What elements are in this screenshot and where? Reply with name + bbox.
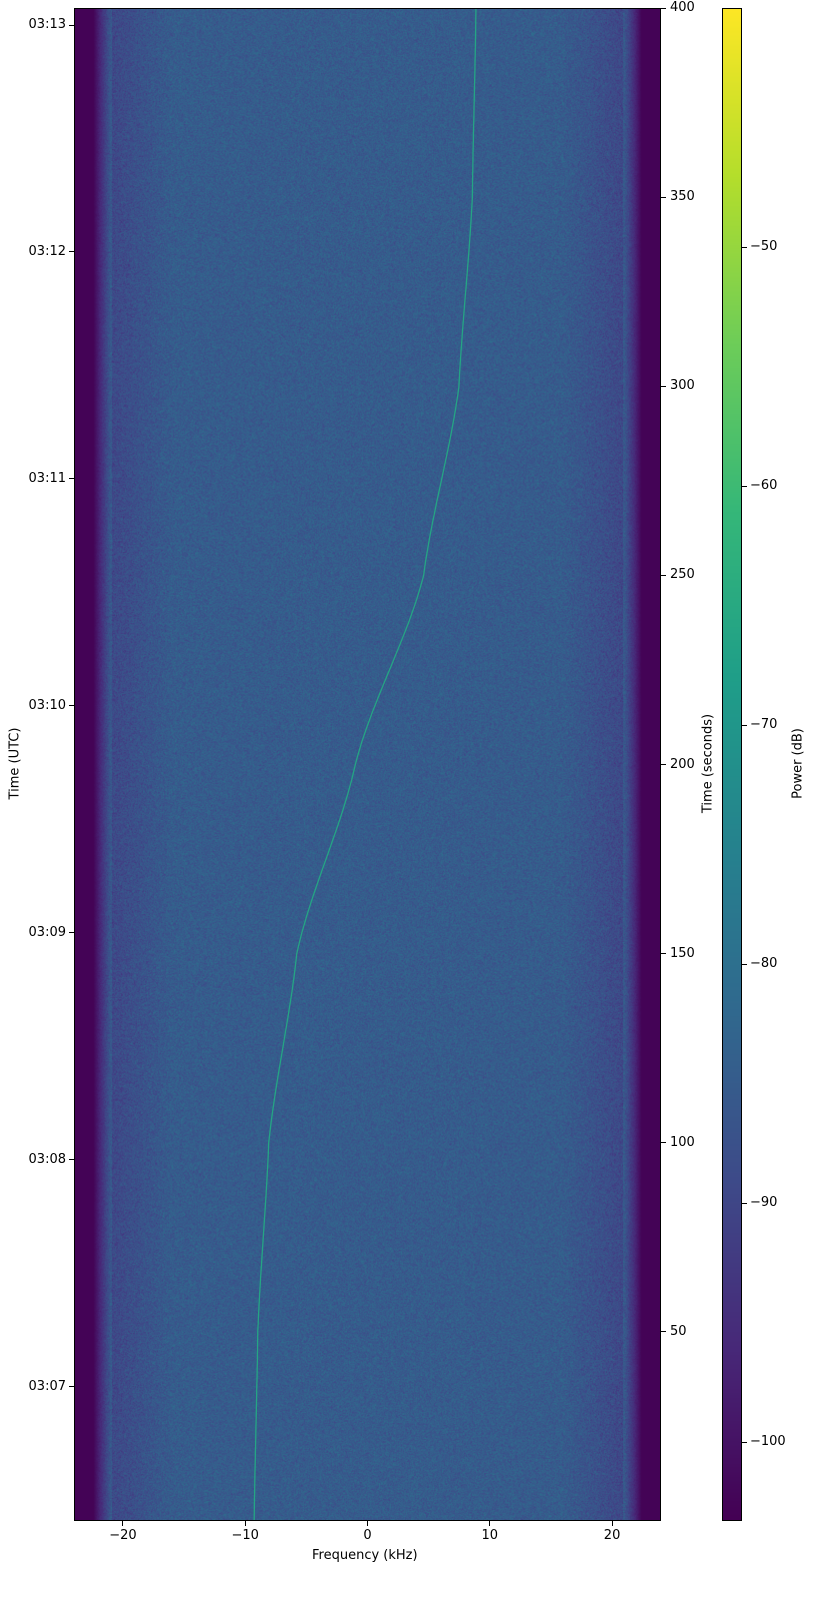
y-left-tick-label: 03:09 bbox=[14, 926, 66, 939]
y-left-tick-label: 03:08 bbox=[14, 1153, 66, 1166]
x-tick-label: 10 bbox=[470, 1529, 510, 1542]
y-right-tick-label: 50 bbox=[670, 1325, 687, 1338]
y-left-tick-mark bbox=[69, 478, 74, 479]
colorbar-tick-mark bbox=[742, 1442, 747, 1443]
signal-doppler-track bbox=[254, 9, 476, 1520]
x-tick-label: 0 bbox=[348, 1529, 388, 1542]
y-right-tick-mark bbox=[661, 953, 666, 954]
y-right-tick-label: 100 bbox=[670, 1136, 695, 1149]
x-tick-label: −20 bbox=[103, 1529, 143, 1542]
colorbar bbox=[722, 8, 742, 1521]
colorbar-tick-label: −50 bbox=[750, 240, 777, 253]
y-left-tick-mark bbox=[69, 1386, 74, 1387]
y-right-tick-label: 200 bbox=[670, 758, 695, 771]
y-left-tick-label: 03:12 bbox=[14, 245, 66, 258]
x-tick-mark bbox=[367, 1521, 368, 1526]
y-right-tick-label: 350 bbox=[670, 190, 695, 203]
x-tick-mark bbox=[122, 1521, 123, 1526]
y-right-tick-label: 300 bbox=[670, 379, 695, 392]
y-left-tick-label: 03:07 bbox=[14, 1380, 66, 1393]
colorbar-tick-mark bbox=[742, 1203, 747, 1204]
colorbar-tick-mark bbox=[742, 725, 747, 726]
y-right-tick-mark bbox=[661, 764, 666, 765]
y-left-tick-mark bbox=[69, 25, 74, 26]
y-axis-right-label: Time (seconds) bbox=[701, 712, 716, 816]
x-tick-mark bbox=[612, 1521, 613, 1526]
x-tick-label: 20 bbox=[592, 1529, 632, 1542]
y-left-tick-label: 03:10 bbox=[14, 699, 66, 712]
y-left-tick-mark bbox=[69, 251, 74, 252]
x-tick-mark bbox=[489, 1521, 490, 1526]
colorbar-tick-label: −60 bbox=[750, 479, 777, 492]
signal-track-layer bbox=[75, 9, 660, 1520]
colorbar-tick-mark bbox=[742, 486, 747, 487]
y-left-tick-label: 03:13 bbox=[14, 18, 66, 31]
y-right-tick-mark bbox=[661, 575, 666, 576]
colorbar-tick-label: −70 bbox=[750, 718, 777, 731]
y-left-tick-mark bbox=[69, 705, 74, 706]
y-right-tick-mark bbox=[661, 386, 666, 387]
y-right-tick-mark bbox=[661, 1331, 666, 1332]
x-tick-label: −10 bbox=[225, 1529, 265, 1542]
y-right-tick-label: 150 bbox=[670, 947, 695, 960]
x-axis-label: Frequency (kHz) bbox=[312, 1549, 418, 1562]
y-left-tick-label: 03:11 bbox=[14, 472, 66, 485]
colorbar-label: Power (dB) bbox=[791, 724, 806, 804]
y-right-tick-mark bbox=[661, 8, 666, 9]
y-right-tick-mark bbox=[661, 197, 666, 198]
y-left-tick-mark bbox=[69, 932, 74, 933]
colorbar-tick-label: −100 bbox=[750, 1435, 786, 1448]
y-left-tick-mark bbox=[69, 1159, 74, 1160]
colorbar-tick-mark bbox=[742, 964, 747, 965]
colorbar-tick-label: −80 bbox=[750, 957, 777, 970]
y-axis-left-label: Time (UTC) bbox=[8, 719, 23, 809]
y-right-tick-label: 400 bbox=[670, 1, 695, 14]
spectrogram-plot-area bbox=[74, 8, 661, 1521]
x-tick-mark bbox=[245, 1521, 246, 1526]
colorbar-tick-label: −90 bbox=[750, 1196, 777, 1209]
y-right-tick-label: 250 bbox=[670, 568, 695, 581]
colorbar-tick-mark bbox=[742, 247, 747, 248]
y-right-tick-mark bbox=[661, 1142, 666, 1143]
colorbar-gradient bbox=[723, 9, 741, 1520]
